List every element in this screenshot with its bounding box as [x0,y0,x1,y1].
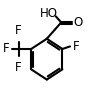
Text: F: F [15,61,22,74]
Text: F: F [3,42,9,55]
Text: HO: HO [40,7,58,20]
Text: F: F [15,24,22,37]
Text: F: F [73,40,80,53]
Text: O: O [73,16,83,29]
